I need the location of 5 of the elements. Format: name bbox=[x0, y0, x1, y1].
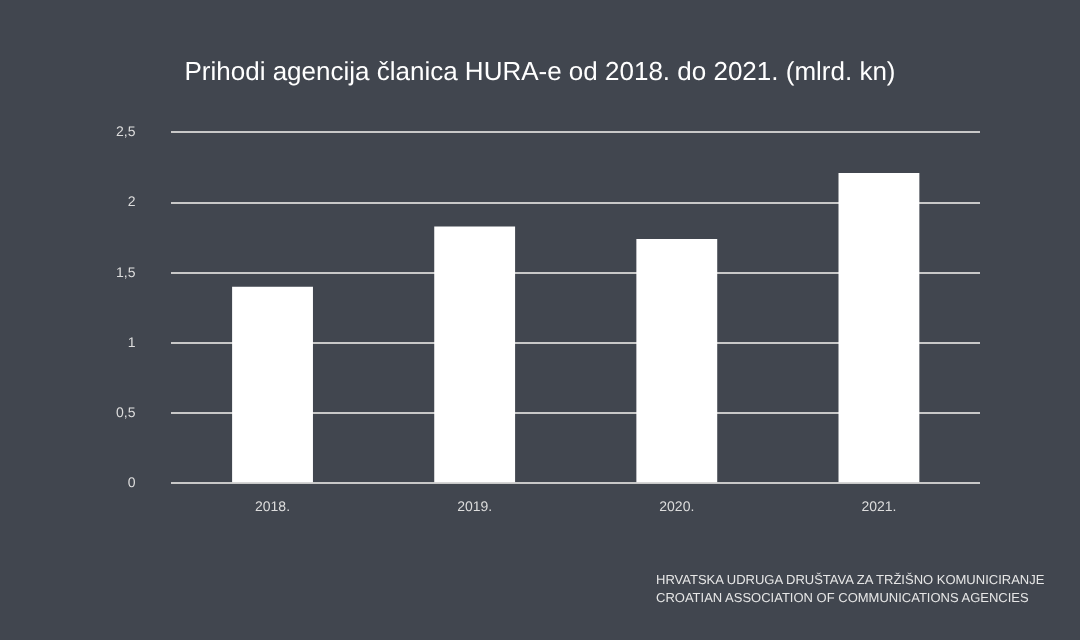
chart-title: Prihodi agencija članica HURA-e od 2018. do 2021. (mlrd. kn) bbox=[182, 56, 898, 86]
bar bbox=[636, 239, 718, 483]
bar bbox=[434, 226, 516, 483]
bar bbox=[838, 173, 920, 483]
bar bbox=[232, 286, 313, 483]
